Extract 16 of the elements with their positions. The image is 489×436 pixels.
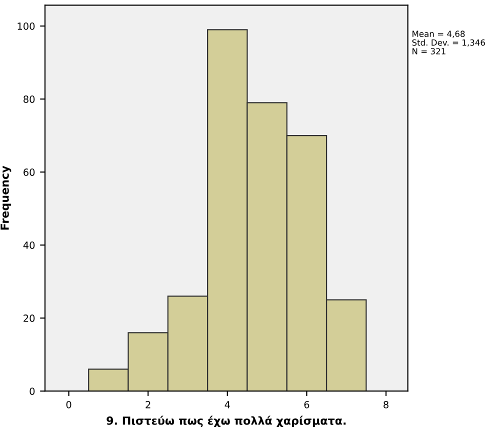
- text: Std. Dev. = 1,346: [412, 39, 485, 47]
- y-tick-label: 0: [30, 388, 35, 395]
- x-tick-label: 2: [146, 400, 150, 408]
- x-tick-label: 6: [304, 400, 310, 408]
- x-tick-label: 4: [224, 401, 230, 408]
- y-tick-label: 100: [18, 22, 35, 30]
- x-tick-label: 8: [384, 400, 388, 408]
- x-tick-label: 0: [66, 400, 72, 408]
- text: Mean = 4,68: [412, 30, 465, 38]
- text: N = 321: [412, 48, 446, 54]
- x-axis-title: 9. Πιστεύω πως έχω πολλά χαρίσματα.: [106, 416, 346, 427]
- y-tick-label: 40: [23, 242, 35, 249]
- y-axis-title: Frequency: [0, 166, 12, 230]
- y-tick-label: 60: [24, 168, 35, 176]
- y-tick-label: 20: [24, 314, 35, 322]
- y-tick-label: 80: [24, 96, 35, 103]
